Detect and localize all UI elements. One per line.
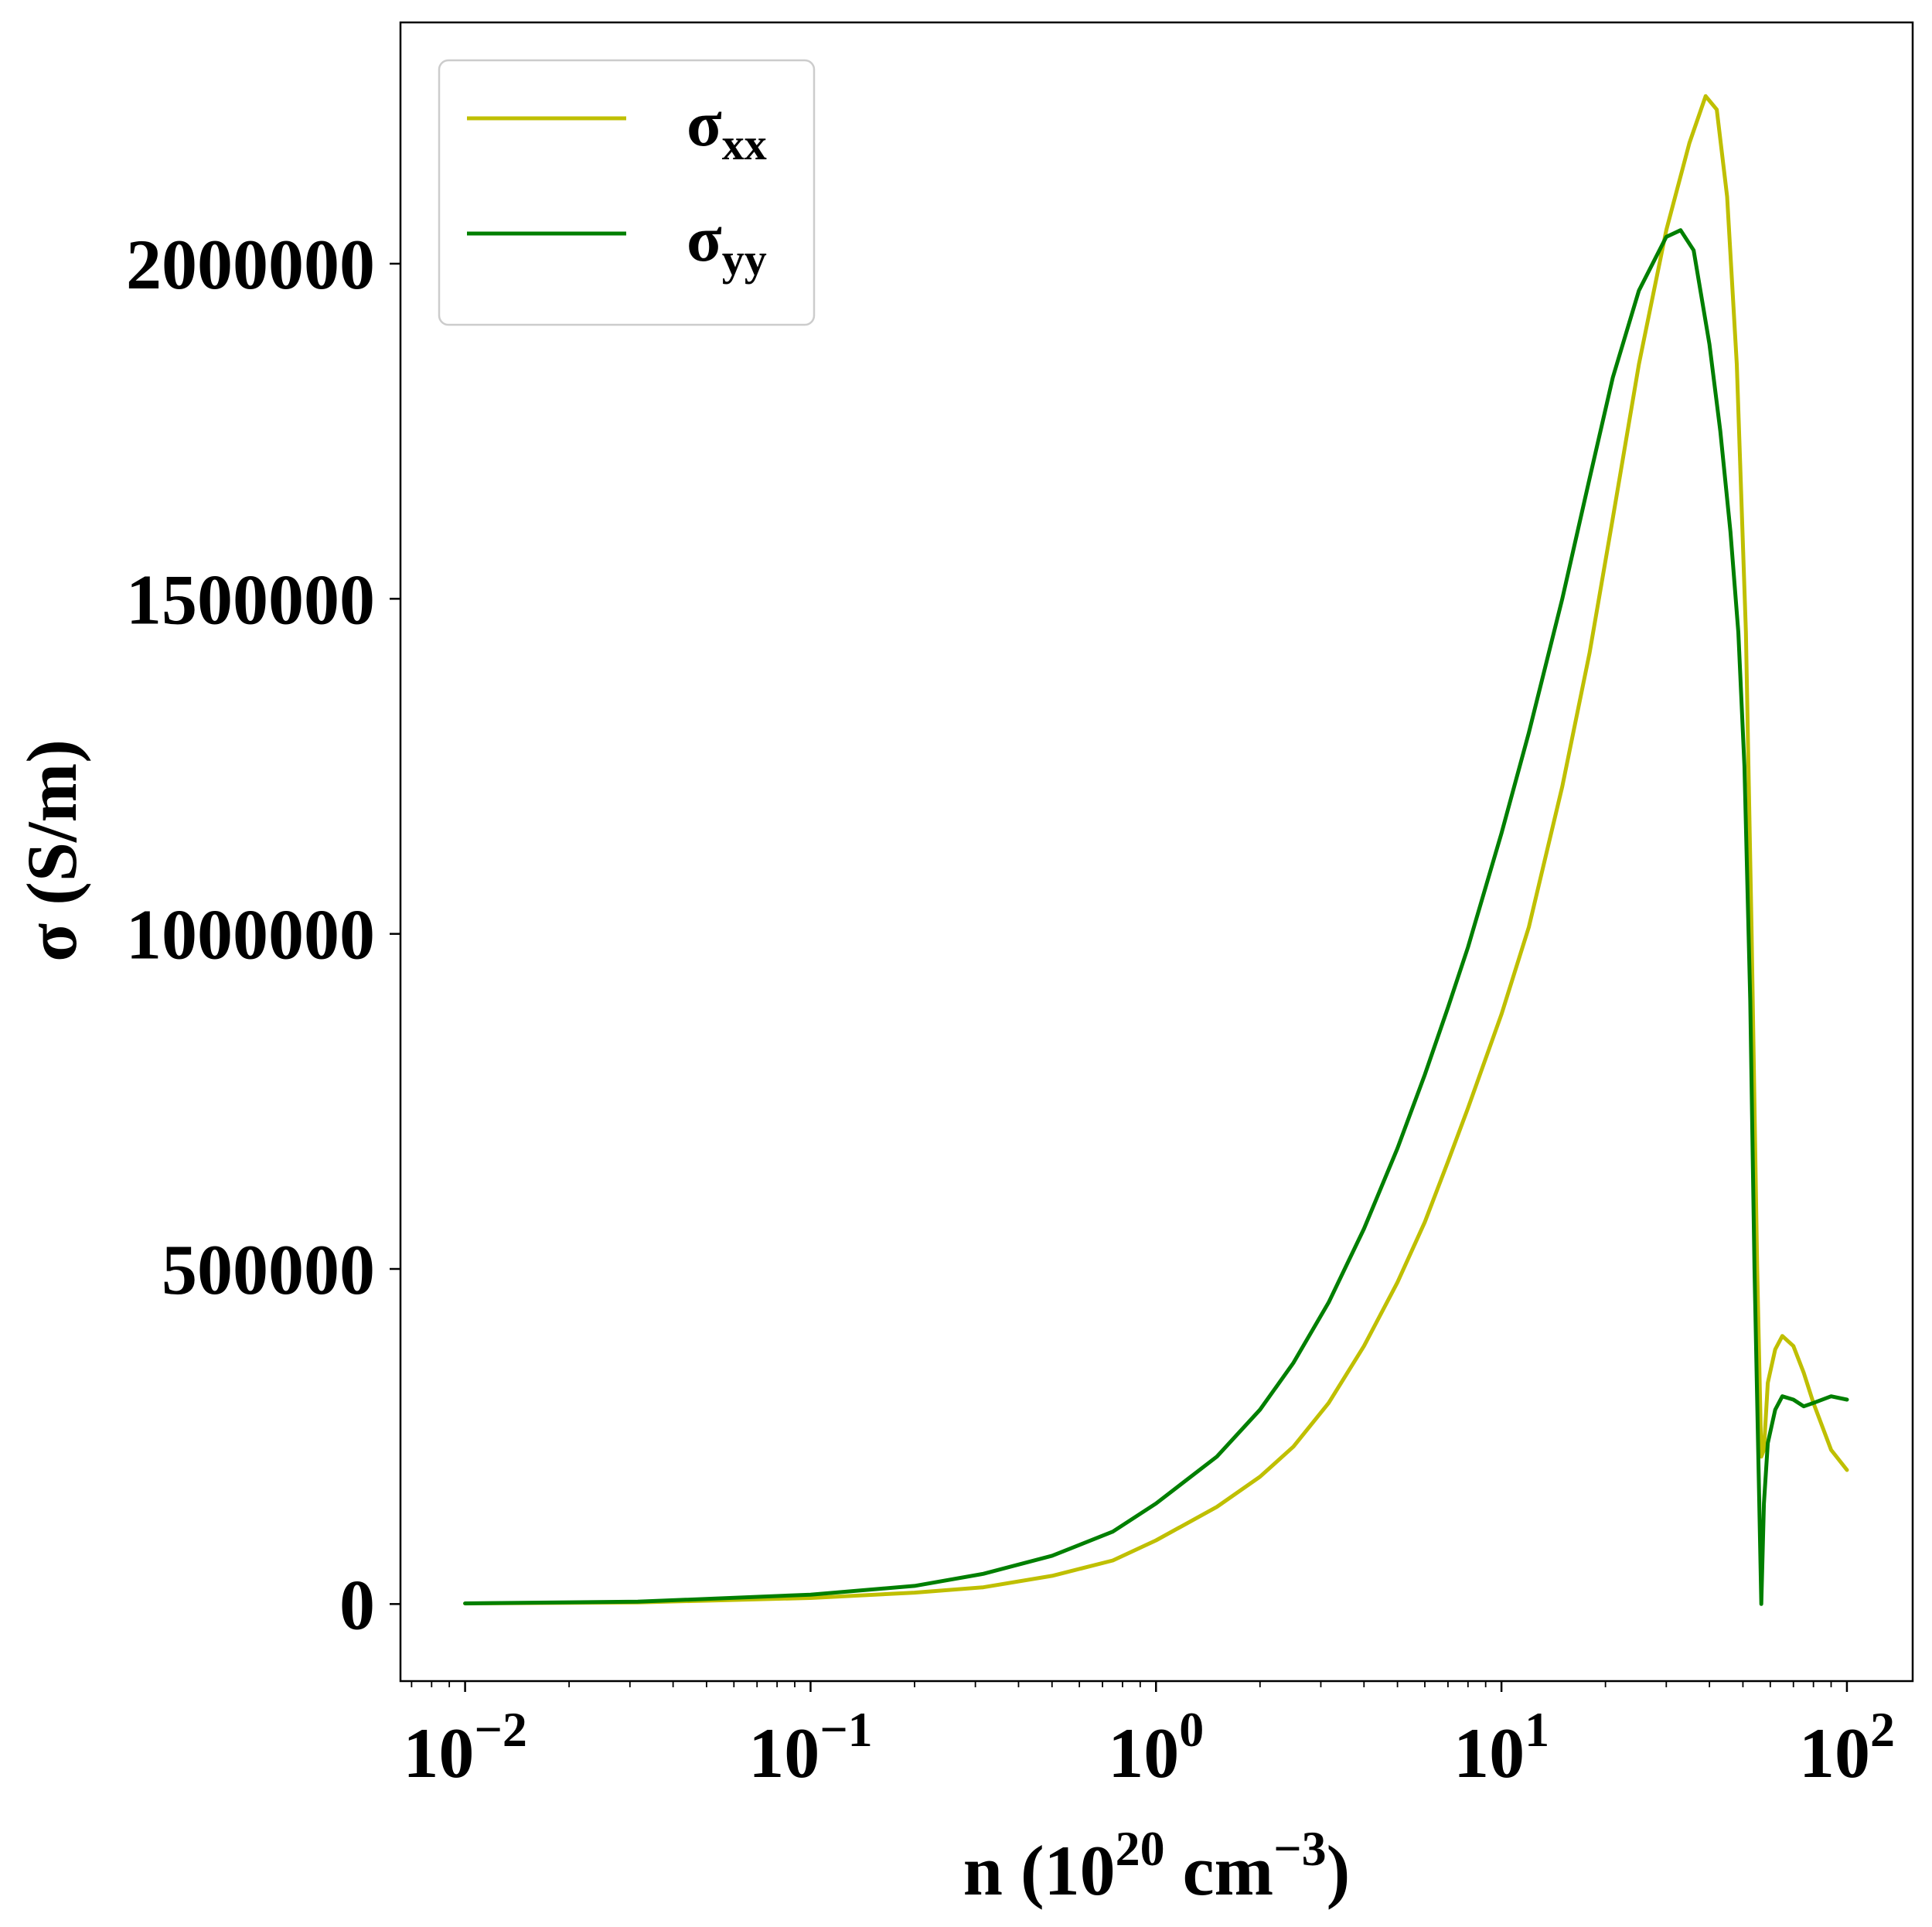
x-tick-label: 101 bbox=[1453, 1702, 1549, 1792]
legend-label-sigma-yy-name: σ bbox=[687, 203, 722, 275]
x-tick-label-exp: −1 bbox=[819, 1702, 872, 1757]
x-tick-label-exp: 1 bbox=[1525, 1702, 1549, 1757]
y-tick-label: 2000000 bbox=[126, 225, 375, 304]
y-tick-label: 0 bbox=[339, 1565, 375, 1644]
x-tick-label: 10−2 bbox=[403, 1702, 526, 1792]
y-tick-label: 1500000 bbox=[126, 560, 375, 639]
x-tick-label-exp: 2 bbox=[1870, 1702, 1895, 1757]
x-tick-label: 100 bbox=[1108, 1702, 1204, 1792]
y-tick-label: 1000000 bbox=[126, 895, 375, 974]
y-tick-label: 500000 bbox=[162, 1230, 375, 1309]
y-axis: 0 500000 1000000 1500000 2000000 bbox=[126, 225, 400, 1644]
x-tick-label: 102 bbox=[1799, 1702, 1895, 1792]
x-tick-label-base: 10 bbox=[1799, 1714, 1870, 1792]
legend-label-sigma-xx: σxx bbox=[687, 88, 767, 169]
y-axis-title: σ (S/m) bbox=[12, 739, 91, 962]
x-tick-label: 10−1 bbox=[748, 1702, 872, 1792]
x-axis-title: n (1020 cm−3) bbox=[963, 1821, 1350, 1910]
x-axis: 10−2 10−1 100 101 102 bbox=[403, 1681, 1895, 1792]
x-axis-title-mid: cm bbox=[1165, 1831, 1273, 1910]
legend-box bbox=[438, 59, 816, 326]
series-line-σyy bbox=[463, 228, 1849, 1606]
series-layer bbox=[463, 94, 1849, 1606]
x-tick-label-exp: 0 bbox=[1179, 1702, 1204, 1757]
legend-label-sigma-yy-sub: yy bbox=[722, 234, 767, 285]
x-tick-label-base: 10 bbox=[1453, 1714, 1525, 1792]
x-tick-label-base: 10 bbox=[1108, 1714, 1179, 1792]
x-axis-title-pre: n (10 bbox=[963, 1831, 1116, 1910]
x-axis-title-sup2: −3 bbox=[1273, 1821, 1326, 1876]
series-line-σxx bbox=[463, 94, 1849, 1606]
legend-label-sigma-xx-name: σ bbox=[687, 88, 722, 160]
x-tick-label-base: 10 bbox=[403, 1714, 474, 1792]
legend-label-sigma-xx-sub: xx bbox=[722, 119, 767, 169]
legend-label-sigma-yy: σyy bbox=[687, 203, 767, 285]
x-tick-label-base: 10 bbox=[748, 1714, 819, 1792]
legend: σxx σyy bbox=[438, 59, 816, 326]
x-axis-title-sup1: 20 bbox=[1116, 1821, 1165, 1876]
x-tick-label-exp: −2 bbox=[474, 1702, 526, 1757]
x-axis-title-post: ) bbox=[1327, 1831, 1351, 1910]
